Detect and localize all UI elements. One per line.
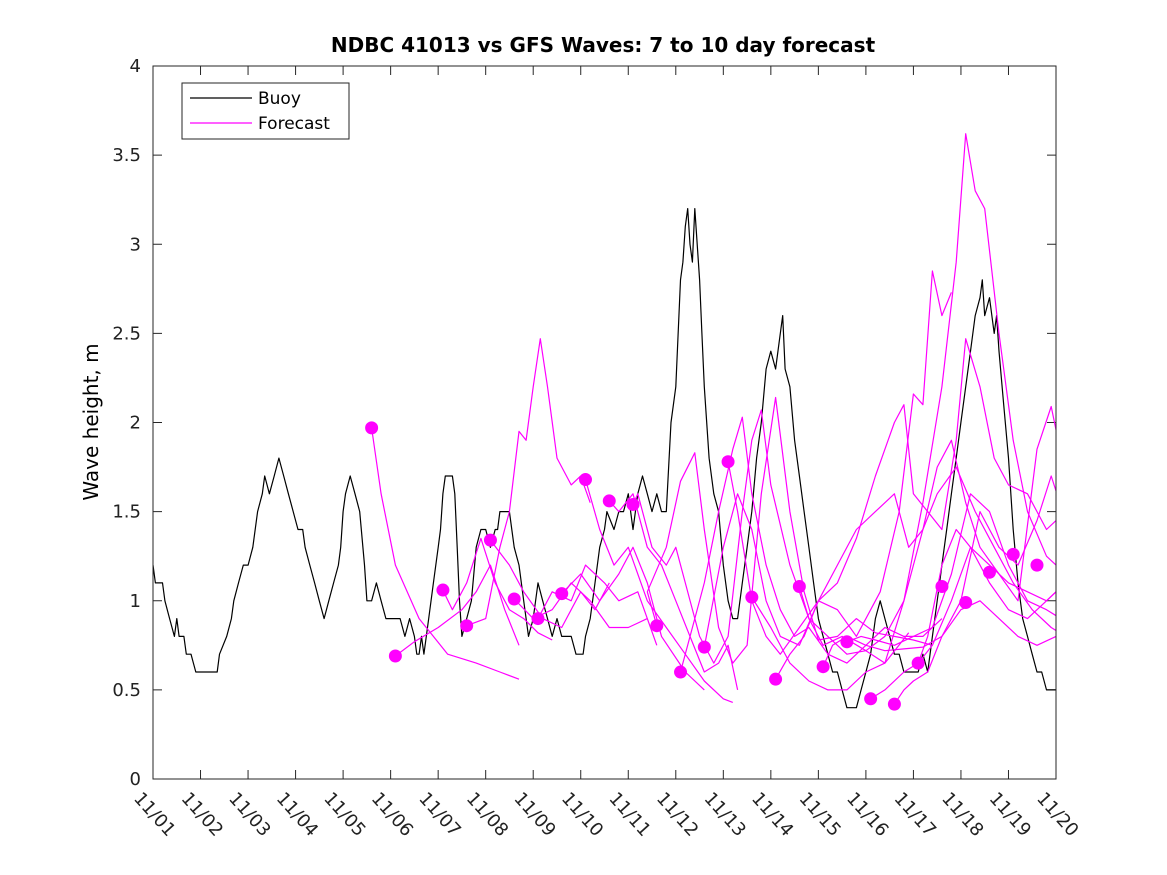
forecast-marker: [840, 635, 854, 649]
forecast-marker: [982, 565, 996, 579]
forecast-line: [608, 493, 739, 691]
y-tick-label: 0.5: [112, 680, 141, 701]
forecast-marker: [507, 592, 521, 606]
forecast-marker: [769, 672, 783, 686]
forecast-line: [727, 338, 1056, 655]
y-tick-label: 0: [130, 769, 141, 790]
forecast-marker: [602, 494, 616, 508]
forecast-line: [846, 493, 1056, 646]
forecast-marker: [721, 455, 735, 469]
forecast-line: [632, 409, 910, 664]
forecast-markers: [365, 421, 1044, 711]
forecast-marker: [697, 640, 711, 654]
y-tick-label: 4: [130, 56, 141, 77]
forecast-marker: [674, 665, 688, 679]
y-tick-label: 2.5: [112, 323, 141, 344]
axes-ticks: [152, 65, 1057, 780]
forecast-line: [466, 338, 591, 627]
forecast-line: [395, 564, 520, 657]
forecast-marker: [626, 497, 640, 511]
forecast-marker: [959, 596, 973, 610]
forecast-line: [798, 466, 1056, 652]
forecast-marker: [887, 697, 901, 711]
forecast-line: [775, 405, 1056, 680]
forecast-line: [371, 427, 520, 680]
forecast-line: [442, 537, 553, 641]
y-tick-label: 3.5: [112, 145, 141, 166]
plot-frame: [152, 65, 1057, 780]
legend-label-buoy: Buoy: [258, 89, 301, 109]
forecast-marker: [531, 612, 545, 626]
forecast-line: [822, 475, 1056, 667]
forecast-line: [703, 270, 952, 648]
forecast-marker: [935, 579, 949, 593]
forecast-marker: [745, 590, 759, 604]
forecast-marker: [792, 579, 806, 593]
forecast-marker: [555, 587, 569, 601]
forecast-line: [489, 539, 610, 629]
forecast-marker: [911, 656, 925, 670]
forecast-marker: [1006, 547, 1020, 561]
forecast-marker: [816, 660, 830, 674]
forecast-marker: [650, 619, 664, 633]
series-lines: [153, 133, 1056, 709]
forecast-marker: [388, 649, 402, 663]
y-tick-label: 2: [130, 413, 141, 434]
forecast-line: [679, 416, 943, 673]
y-tick-label: 1.5: [112, 502, 141, 523]
forecast-marker: [460, 619, 474, 633]
y-tick-labels: 0 0.5 1 1.5 2 2.5 3 3.5 4: [112, 56, 141, 790]
forecast-marker: [1030, 558, 1044, 572]
buoy-line: [153, 208, 1056, 709]
forecast-marker: [365, 421, 379, 435]
chart-title: NDBC 41013 vs GFS Waves: 7 to 10 day for…: [331, 33, 876, 57]
forecast-line: [893, 600, 1056, 705]
forecast-line: [561, 546, 705, 691]
y-tick-label: 3: [130, 234, 141, 255]
legend-label-forecast: Forecast: [258, 114, 330, 134]
forecast-line: [646, 396, 933, 664]
forecast-marker: [436, 583, 450, 597]
forecast-line: [584, 479, 734, 703]
forecast-marker: [578, 473, 592, 487]
legend-box: [181, 82, 350, 140]
legend: Buoy Forecast: [181, 82, 350, 140]
y-tick-label: 1: [130, 591, 141, 612]
y-axis-label: Wave height, m: [79, 343, 103, 500]
forecast-marker: [483, 533, 497, 547]
forecast-line: [751, 133, 1056, 691]
forecast-marker: [864, 692, 878, 706]
